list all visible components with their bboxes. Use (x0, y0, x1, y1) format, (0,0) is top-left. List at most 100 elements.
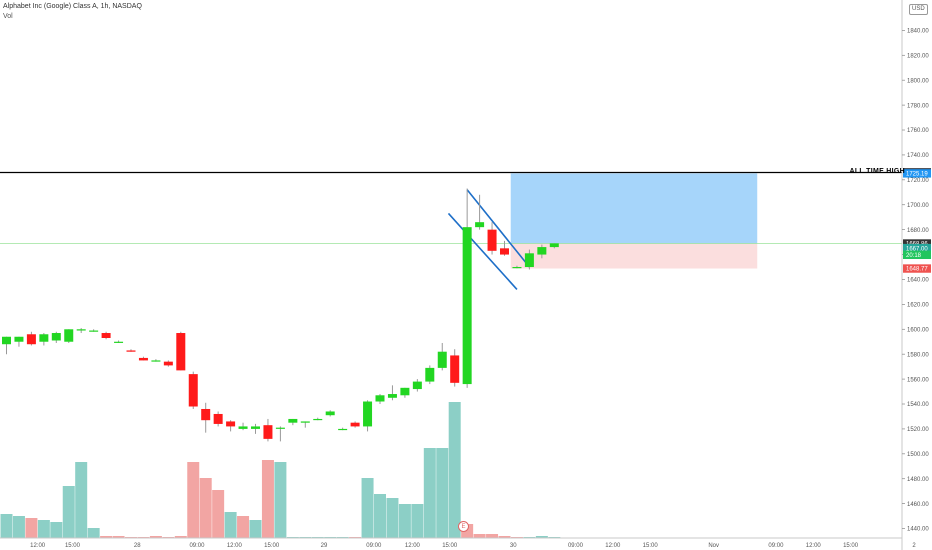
price-tick-label: 1820.00 (907, 53, 929, 59)
candle (26, 334, 36, 345)
price-tick-label: 1720.00 (907, 178, 929, 184)
ath-label: ALL TIME HIGH (849, 168, 905, 175)
time-tick-label: 15:00 (65, 543, 81, 549)
time-tick-label: 12:00 (605, 543, 621, 549)
candle (151, 360, 161, 362)
volume-bar (498, 536, 511, 538)
earnings-event-icon[interactable]: E (458, 521, 469, 532)
candle (487, 229, 497, 251)
candle (51, 333, 61, 341)
volume-bar (448, 402, 461, 538)
volume-label: Vol (3, 13, 13, 20)
position-tool (510, 173, 758, 269)
price-tick-label: 1460.00 (907, 502, 929, 508)
channel-upper-line (466, 189, 531, 268)
candle (300, 421, 310, 423)
time-tick-label: 30 (510, 543, 517, 549)
price-badge (903, 239, 931, 248)
currency-button[interactable]: USD (909, 4, 928, 15)
volume-bar (436, 448, 449, 538)
candle (412, 381, 422, 390)
candle (437, 351, 447, 368)
candle (363, 401, 373, 427)
candle (338, 428, 348, 431)
volume-bar (535, 536, 548, 538)
candle (126, 350, 136, 352)
candle (549, 243, 559, 248)
volume-bar (224, 512, 237, 538)
volume-bar (423, 448, 436, 538)
volume-bar (87, 528, 100, 538)
time-tick-label: 12:00 (30, 543, 46, 549)
candle (350, 422, 360, 427)
volume-bar (486, 534, 499, 538)
time-tick-label: 12:00 (405, 543, 421, 549)
volume-bar (100, 536, 113, 538)
candle (213, 413, 223, 424)
volume-bar (374, 494, 386, 538)
chart-lines (0, 171, 902, 290)
candle (275, 427, 285, 429)
volume-bar (398, 504, 411, 538)
volume-bar (237, 516, 250, 538)
candle (64, 329, 74, 342)
volume-bar (75, 462, 88, 538)
price-tick-label: 1440.00 (907, 527, 929, 533)
price-axis-bg (902, 0, 932, 550)
price-tick-label: 1840.00 (907, 29, 929, 35)
price-badge (903, 264, 931, 273)
price-tick-label: 1580.00 (907, 352, 929, 358)
price-tick-label: 1480.00 (907, 477, 929, 483)
time-tick-label: Nov (708, 543, 719, 549)
volume-bar (411, 504, 424, 538)
candle (14, 336, 24, 342)
volume-bar (187, 462, 200, 538)
time-tick-label: 09:00 (189, 543, 205, 549)
volume-bar (149, 536, 162, 538)
price-badge-label: 20:18 (906, 253, 922, 259)
price-tick-label: 1640.00 (907, 278, 929, 284)
candle (76, 329, 86, 331)
volume-bar (37, 520, 50, 538)
volume-bar (112, 536, 125, 538)
volume-bar (199, 478, 212, 538)
time-tick-label: 2 (912, 543, 916, 549)
price-badge-label: 1725.19 (906, 172, 928, 178)
symbol-title[interactable]: Alphabet Inc (Google) Class A, 1h, NASDA… (3, 3, 142, 10)
price-tick-label: 1620.00 (907, 303, 929, 309)
time-tick-label: 15:00 (643, 543, 659, 549)
time-tick-label: 12:00 (806, 543, 822, 549)
price-tick-label: 1560.00 (907, 377, 929, 383)
volume-bar (386, 498, 399, 538)
candle (2, 336, 11, 345)
volume-bar (12, 516, 25, 538)
candle (325, 411, 335, 416)
time-tick-label: 15:00 (264, 543, 280, 549)
volume-pane (0, 402, 561, 538)
candle (238, 426, 248, 429)
price-badge-label: 1667.00 (906, 246, 928, 252)
price-axis: 1440.00 1460.00 1480.00 1500.00 1520.00 1540.… (901, 0, 932, 550)
price-tick-label: 1760.00 (907, 128, 929, 134)
time-tick-label: 09:00 (568, 543, 584, 549)
candle (500, 248, 509, 255)
stop-zone (510, 243, 758, 269)
candle (188, 374, 198, 407)
volume-bar (249, 520, 262, 538)
price-tick-label: 1540.00 (907, 402, 929, 408)
candle (176, 333, 186, 371)
volume-bar (274, 462, 287, 538)
volume-bar (0, 514, 13, 538)
volume-bar (361, 478, 374, 538)
price-badge-label: 1648.77 (906, 267, 928, 273)
price-tick-label: 1700.00 (907, 203, 929, 209)
price-tick-label: 1740.00 (907, 153, 929, 159)
volume-bar (62, 486, 75, 538)
target-zone (510, 173, 758, 244)
candle (450, 355, 460, 383)
candle (39, 334, 49, 342)
price-tick-label: 1780.00 (907, 103, 929, 109)
candle (251, 426, 260, 429)
time-tick-label: 29 (321, 543, 328, 549)
